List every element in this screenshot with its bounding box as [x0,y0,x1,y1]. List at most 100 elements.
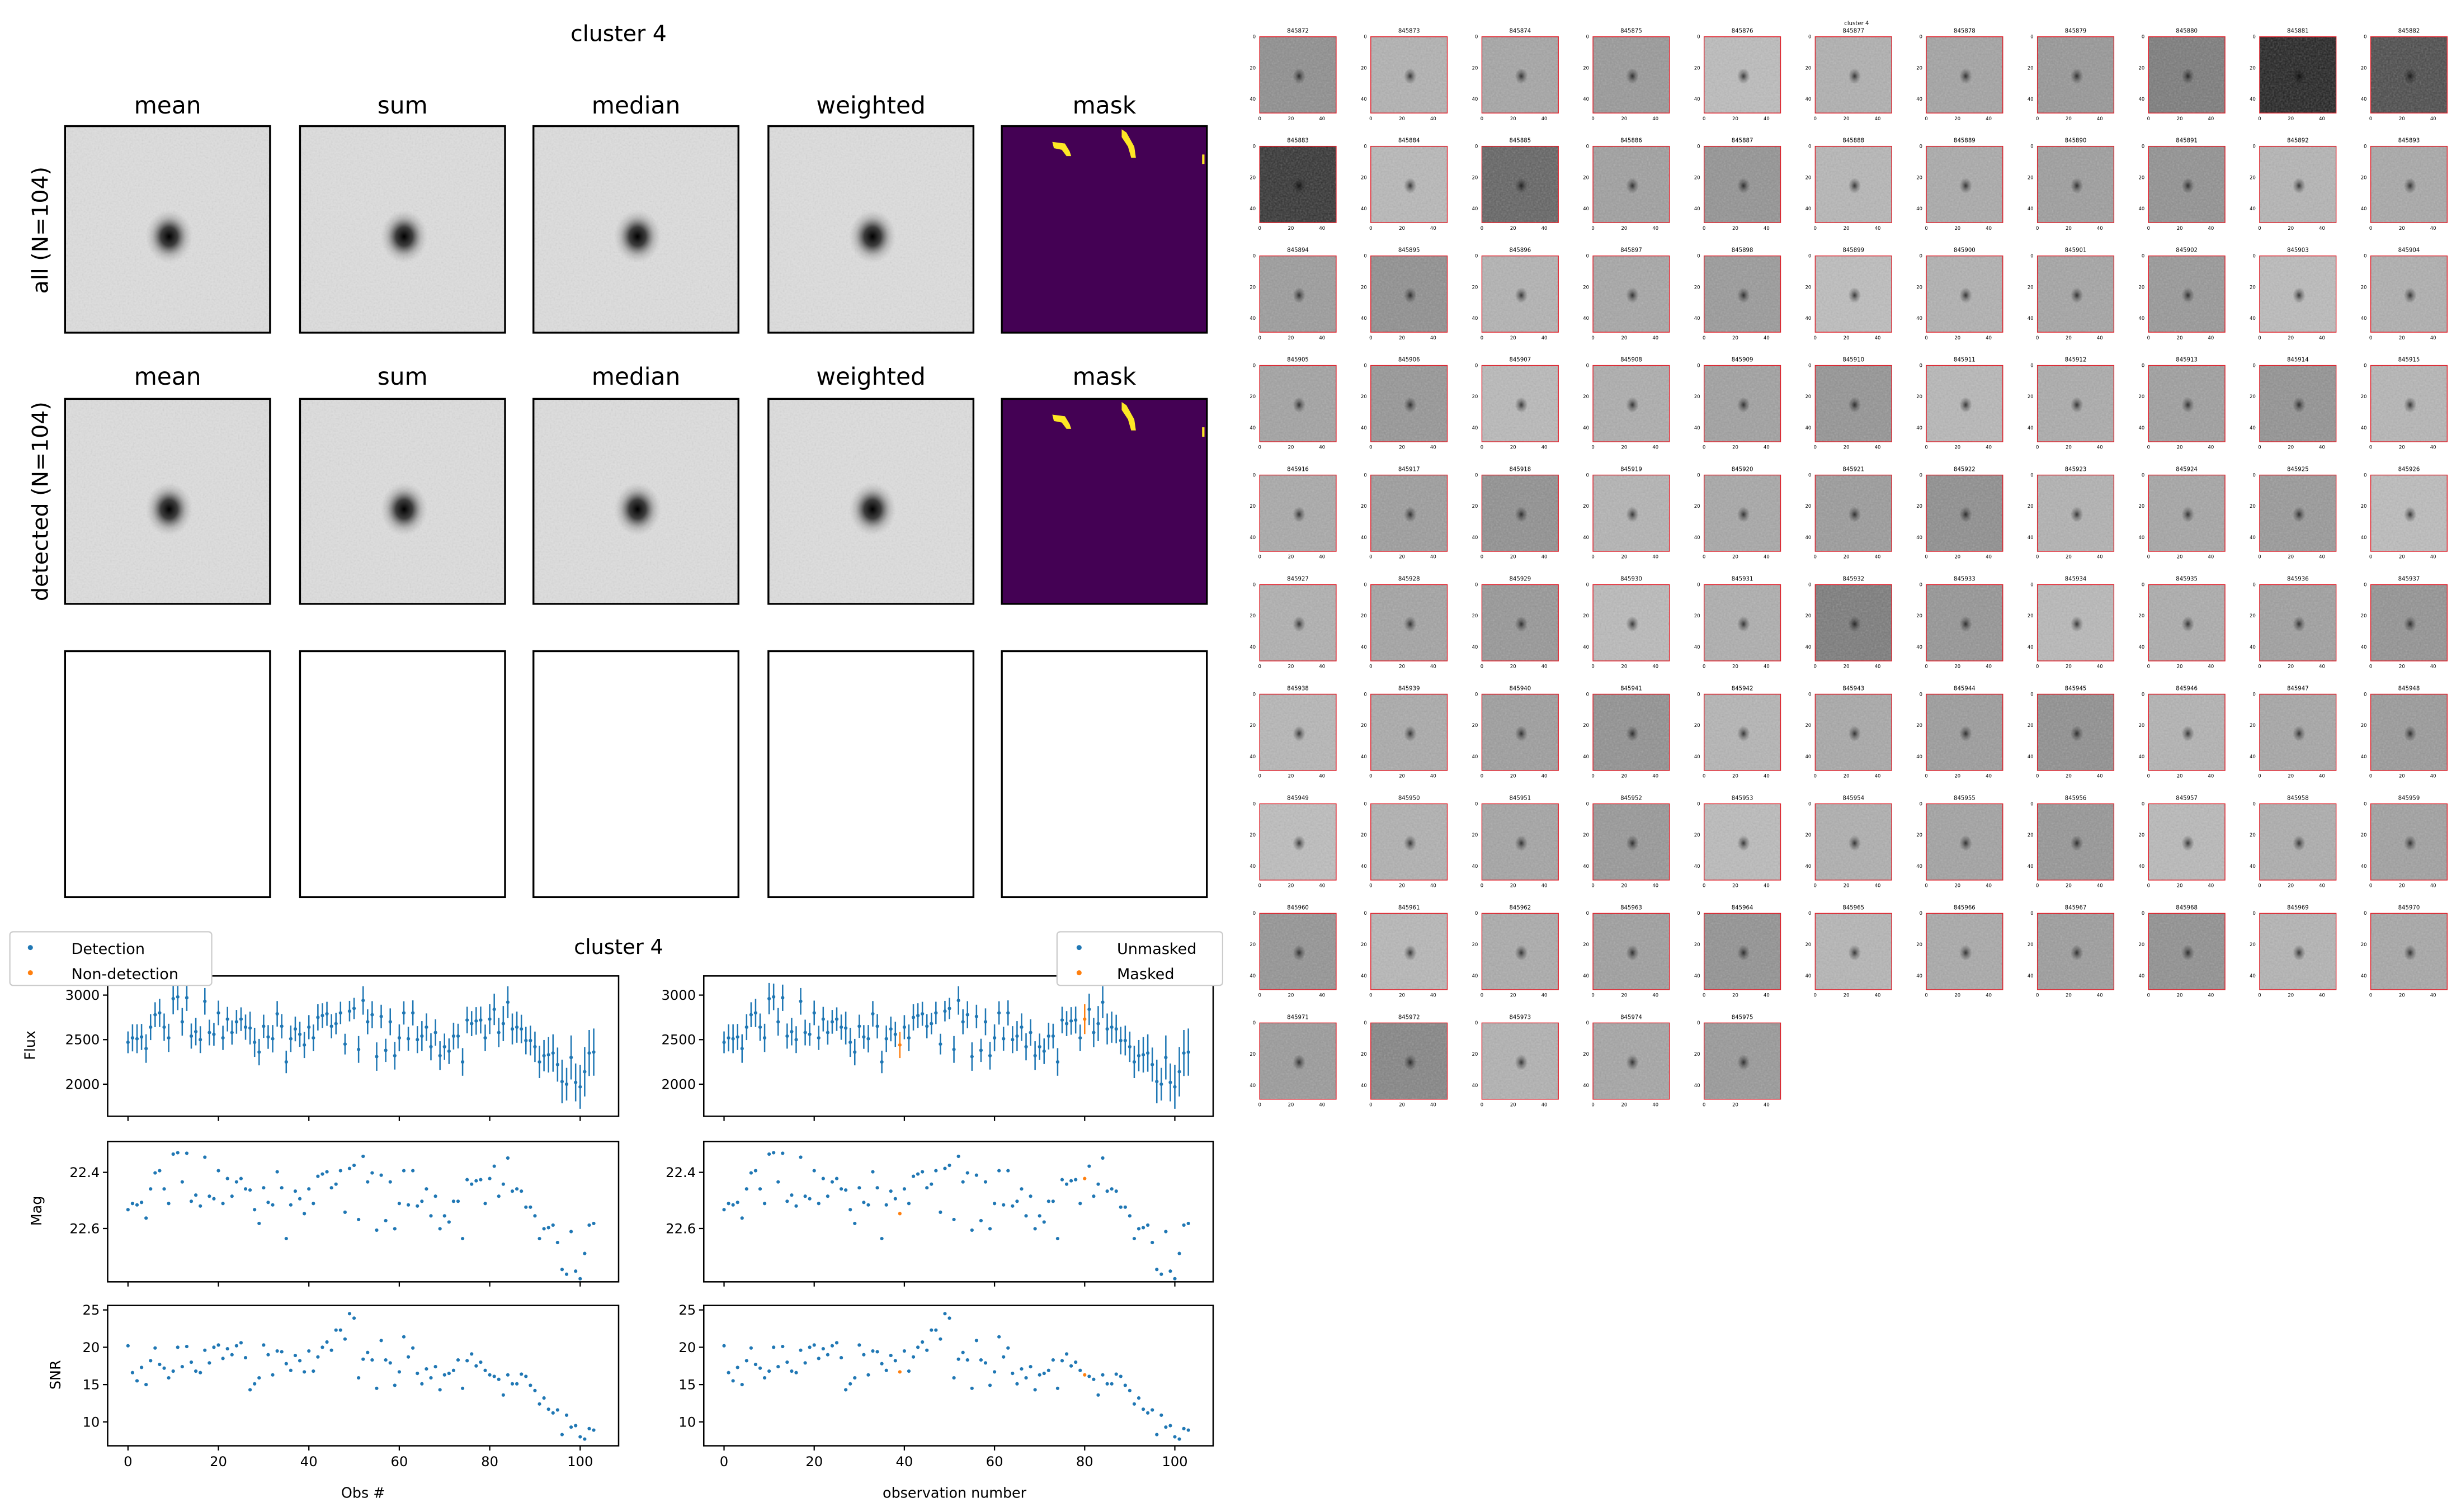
data-point [997,1169,1001,1173]
thumbnail-id: 845918 [1509,466,1531,472]
thumbnail-frame [2148,255,2226,333]
data-point [126,1040,130,1045]
thumbnail-id: 845933 [1954,576,1976,582]
thumbnail-x-tick: 20 [2288,554,2294,560]
data-point [538,1402,541,1406]
thumbnail-id: 845879 [2065,29,2087,35]
data-point [799,999,803,1003]
data-point [366,1350,370,1354]
thumbnail-y-tick: 20 [1472,65,1478,70]
source-psf [1848,835,1861,852]
data-point [965,1013,969,1017]
source-psf [2181,616,2195,632]
thumbnail-y-tick: 40 [1472,754,1478,759]
thumbnail-y-tick: 0 [2142,472,2144,478]
thumbnail-x-tick: 0 [1814,335,1817,341]
data-point [1151,1240,1154,1245]
data-point [943,1166,947,1170]
data-point [934,1328,938,1332]
thumbnail-x-tick: 20 [2066,773,2072,779]
thumbnail-x-tick: 0 [1258,883,1261,889]
thumbnail-x-tick: 40 [1764,883,1770,889]
data-point [974,1014,978,1018]
thumbnail-id: 845925 [2287,466,2309,472]
x-tick-label: 60 [390,1453,408,1470]
source-psf [1737,178,1750,194]
thumbnail-y-tick: 40 [1472,973,1478,979]
source-psf [2070,287,2083,304]
thumbnail-id: 845958 [2287,795,2309,801]
stack-image-empty [532,650,739,899]
data-point [366,1020,370,1024]
thumbnail-y-tick: 20 [2361,503,2367,509]
thumbnail-y-tick: 0 [2030,362,2033,368]
thumbnail-frame [1370,803,1448,881]
thumbnail-frame [1926,693,2003,771]
data-point [497,1031,501,1034]
thumbnail-x-tick: 40 [1986,116,1992,121]
thumbnail-y-tick: 40 [2250,863,2256,869]
thumbnail-frame [1481,803,1559,881]
y-tick-label: 20 [83,1339,100,1355]
thumbnail-id: 845896 [1509,248,1531,254]
thumbnail-y-tick: 40 [2361,315,2367,321]
data-point [907,1202,911,1206]
data-point [1151,1062,1154,1066]
data-point [862,1035,866,1039]
thumbnail-y-tick: 20 [1694,394,1700,399]
thumbnail-id: 845912 [2065,357,2087,363]
thumbnail-x-tick: 40 [1986,883,1992,889]
data-point [239,1176,243,1180]
source-psf [1959,396,1972,413]
data-point [555,1408,559,1412]
data-point [871,1012,875,1016]
thumbnail-x-tick: 40 [2097,335,2103,341]
thumbnail-y-tick: 20 [1805,722,1812,728]
thumbnail-x-tick: 0 [1481,116,1483,121]
data-point [1114,1027,1118,1031]
data-point [916,1014,920,1018]
data-point [762,1376,767,1380]
source-psf [2403,178,2417,194]
mask-region [1202,427,1205,437]
thumbnail-x-tick: 40 [2430,883,2436,889]
data-point [262,1186,266,1190]
thumbnail-y-tick: 0 [1364,1020,1366,1026]
thumbnail-frame [2259,255,2337,333]
thumbnail-x-tick: 20 [2066,225,2072,231]
data-point [497,1194,501,1198]
data-point [880,1236,884,1241]
thumbnail-id: 845887 [1732,138,1753,144]
data-point [1092,1031,1096,1034]
thumbnail-y-tick: 0 [1253,1020,1256,1026]
thumbnail-y-tick: 0 [1253,910,1256,916]
thumbnail-frame [1926,803,2003,881]
masked-point [1083,1176,1087,1180]
data-point [781,1151,785,1155]
thumbnail-y-tick: 20 [1694,503,1700,509]
data-point [740,1216,744,1220]
data-point [312,1202,315,1206]
thumbnail-y-tick: 20 [1694,65,1700,70]
thumbnail-x-tick: 0 [1591,773,1594,779]
thumbnail-x-tick: 20 [2399,993,2405,998]
y-tick-label: 22.6 [69,1220,100,1236]
source-psf [2403,396,2417,413]
thumbnail-x-tick: 0 [2258,554,2261,560]
thumbnail-y-tick: 0 [2030,34,2033,40]
thumbnail-y-tick: 0 [1475,801,1478,806]
thumbnail-y-tick: 0 [2030,143,2033,149]
thumbnail-id: 845930 [1620,576,1642,582]
data-point [361,1357,365,1361]
data-point [1064,1182,1069,1186]
y-tick-label: 22.4 [666,1164,696,1180]
data-point [243,1025,248,1029]
thumbnail-id: 845965 [1842,905,1864,911]
thumbnail-x-tick: 40 [2208,664,2214,669]
data-point [216,1169,220,1173]
stack-title: cluster 4 [571,21,667,46]
data-point [479,1018,483,1022]
